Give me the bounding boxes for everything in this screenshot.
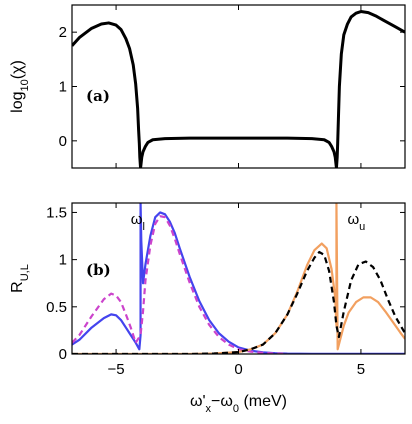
panel-b-series-1 bbox=[72, 215, 288, 354]
panel-b-series-3 bbox=[72, 250, 405, 354]
panel-b-series-2 bbox=[72, 203, 405, 354]
y-tick-label: 1 bbox=[59, 79, 67, 96]
annotation-omega-l: ωl bbox=[131, 211, 145, 233]
panel-label: (b) bbox=[86, 261, 111, 279]
x-tick-label: −5 bbox=[108, 361, 125, 378]
annotation-omega-u: ωu bbox=[347, 211, 365, 233]
panel-b: 0 0.5 1 1.5 −5 0 5 (b) RU,L ω'x−ω0 (meV) ωl ωu bbox=[9, 202, 406, 415]
y-axis-label: RU,L bbox=[9, 264, 31, 293]
x-tick-label: 0 bbox=[234, 361, 242, 378]
y-tick-label: 1 bbox=[59, 252, 67, 269]
panel-label: (a) bbox=[86, 87, 110, 105]
y-tick-label: 1.5 bbox=[46, 204, 67, 221]
y-tick-label: 0.5 bbox=[46, 299, 67, 316]
panel-a-series-0 bbox=[72, 10, 405, 168]
y-tick-label: 2 bbox=[59, 24, 67, 41]
y-tick-label: 0 bbox=[59, 133, 67, 150]
x-axis-label: ω'x−ω0 (meV) bbox=[190, 393, 287, 415]
panel-a: 0 1 2 (a) log10(χ) bbox=[9, 4, 406, 169]
y-tick-label: 0 bbox=[59, 346, 67, 363]
x-tick-label: 5 bbox=[357, 361, 365, 378]
y-axis-label: log10(χ) bbox=[9, 60, 31, 113]
